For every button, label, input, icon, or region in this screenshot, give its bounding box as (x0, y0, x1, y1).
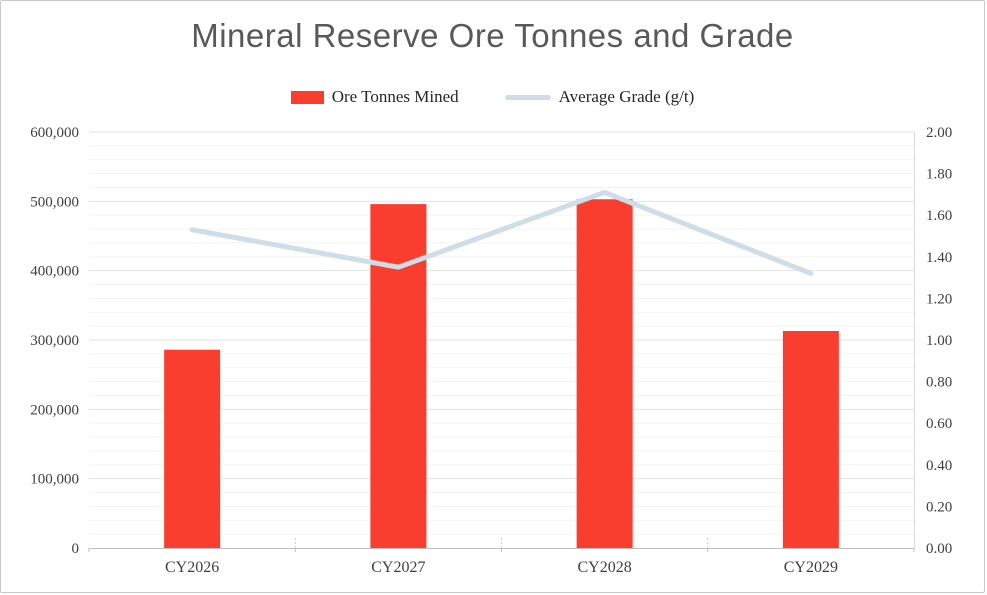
category-label-cy2029: CY2029 (784, 559, 838, 576)
left-axis-tick-label: 400,000 (30, 264, 79, 280)
bar-cy2027 (370, 204, 427, 548)
right-axis-tick-label: 0.40 (926, 458, 952, 474)
legend-label-ore-tonnes: Ore Tonnes Mined (331, 87, 459, 106)
right-axis-tick-label: 1.80 (926, 167, 952, 183)
chart-title: Mineral Reserve Ore Tonnes and Grade (191, 17, 794, 54)
category-label-cy2026: CY2026 (165, 559, 219, 576)
line-series-swatch-icon (504, 94, 551, 100)
bar-cy2029 (782, 330, 839, 548)
legend-item-ore-tonnes: Ore Tonnes Mined (290, 87, 459, 107)
legend: Ore Tonnes Mined Average Grade (g/t) (1, 87, 984, 107)
right-axis-tick-label: 1.20 (926, 291, 952, 307)
left-axis-tick-label: 100,000 (30, 472, 79, 488)
left-axis-tick-label: 500,000 (30, 194, 79, 210)
right-axis-tick-label: 1.60 (926, 208, 952, 224)
category-label-cy2028: CY2028 (578, 559, 632, 576)
right-axis-tick-label: 1.00 (926, 333, 952, 349)
left-axis-tick-label: 200,000 (30, 402, 79, 418)
category-label-cy2027: CY2027 (371, 559, 425, 576)
right-axis-tick-label: 1.40 (926, 250, 952, 266)
legend-label-average-grade: Average Grade (g/t) (558, 87, 695, 106)
right-axis-tick-label: 0.80 (926, 375, 952, 391)
right-axis-tick-label: 0.00 (926, 541, 952, 557)
bar-series-swatch-icon (290, 90, 324, 104)
bar-cy2028 (576, 199, 633, 548)
right-axis-tick-label: 0.60 (926, 416, 952, 432)
left-axis-tick-label: 300,000 (30, 333, 79, 349)
bar-cy2026 (164, 349, 221, 548)
right-axis-tick-label: 0.20 (926, 499, 952, 515)
average-grade-line (189, 189, 814, 276)
legend-item-average-grade: Average Grade (g/t) (504, 87, 695, 107)
right-axis-tick-label: 2.00 (926, 125, 952, 141)
left-axis-tick-label: 0 (72, 541, 80, 557)
left-axis-tick-label: 600,000 (30, 125, 79, 141)
